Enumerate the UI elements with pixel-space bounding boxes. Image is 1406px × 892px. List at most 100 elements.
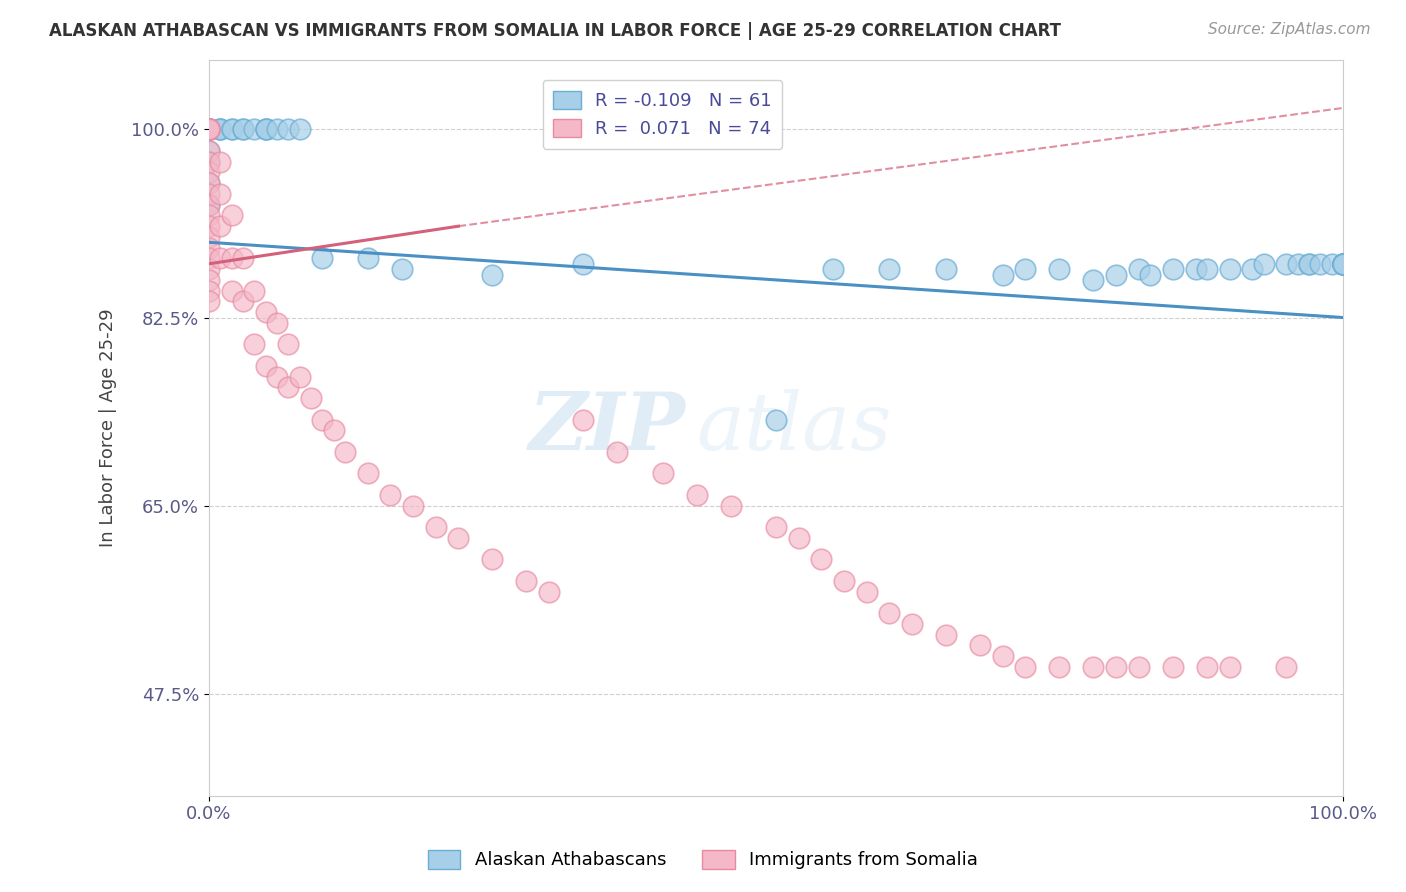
Point <box>1105 660 1128 674</box>
Point <box>1275 257 1298 271</box>
Point <box>1049 262 1071 277</box>
Point <box>198 154 221 169</box>
Point <box>879 606 901 620</box>
Point <box>198 197 221 211</box>
Point <box>606 445 628 459</box>
Point <box>198 176 221 190</box>
Point <box>243 122 266 136</box>
Point <box>391 262 413 277</box>
Point <box>1184 262 1206 277</box>
Point <box>879 262 901 277</box>
Point <box>1275 660 1298 674</box>
Point <box>198 262 221 277</box>
Point <box>221 122 243 136</box>
Point <box>232 252 254 266</box>
Point <box>198 144 221 158</box>
Text: ALASKAN ATHABASCAN VS IMMIGRANTS FROM SOMALIA IN LABOR FORCE | AGE 25-29 CORRELA: ALASKAN ATHABASCAN VS IMMIGRANTS FROM SO… <box>49 22 1062 40</box>
Point <box>198 144 221 158</box>
Point <box>1241 262 1264 277</box>
Point <box>1218 660 1240 674</box>
Point <box>209 252 232 266</box>
Point <box>935 262 957 277</box>
Point <box>572 257 595 271</box>
Point <box>1253 257 1275 271</box>
Point <box>1128 660 1150 674</box>
Point <box>1195 660 1218 674</box>
Point <box>198 154 221 169</box>
Point <box>209 122 232 136</box>
Point <box>266 316 288 330</box>
Point <box>1128 262 1150 277</box>
Point <box>311 252 333 266</box>
Point <box>765 412 787 426</box>
Point <box>277 337 299 351</box>
Point <box>209 122 232 136</box>
Point <box>254 122 277 136</box>
Point <box>515 574 537 588</box>
Point <box>1331 257 1354 271</box>
Point <box>538 584 561 599</box>
Point <box>380 488 402 502</box>
Point <box>935 627 957 641</box>
Point <box>1298 257 1320 271</box>
Legend: Alaskan Athabascans, Immigrants from Somalia: Alaskan Athabascans, Immigrants from Som… <box>419 841 987 879</box>
Point <box>357 467 380 481</box>
Point <box>357 252 380 266</box>
Point <box>765 520 787 534</box>
Point <box>232 122 254 136</box>
Point <box>266 122 288 136</box>
Point <box>198 294 221 309</box>
Point <box>969 638 991 652</box>
Point <box>855 584 877 599</box>
Point <box>1049 660 1071 674</box>
Point <box>1320 257 1343 271</box>
Point <box>685 488 707 502</box>
Point <box>720 499 742 513</box>
Point <box>221 252 243 266</box>
Point <box>1309 257 1331 271</box>
Point <box>198 122 221 136</box>
Point <box>198 122 221 136</box>
Point <box>198 122 221 136</box>
Point <box>221 284 243 298</box>
Point <box>333 445 356 459</box>
Point <box>651 467 673 481</box>
Point <box>787 531 810 545</box>
Point <box>1286 257 1309 271</box>
Point <box>1105 268 1128 282</box>
Point <box>991 268 1014 282</box>
Point <box>1161 262 1184 277</box>
Point <box>311 412 333 426</box>
Point <box>198 122 221 136</box>
Point <box>1331 257 1354 271</box>
Point <box>1014 660 1036 674</box>
Point <box>254 122 277 136</box>
Point <box>198 230 221 244</box>
Point <box>288 122 311 136</box>
Point <box>1218 262 1240 277</box>
Point <box>232 294 254 309</box>
Point <box>254 359 277 373</box>
Point <box>277 380 299 394</box>
Point <box>209 186 232 201</box>
Point <box>572 412 595 426</box>
Point <box>198 122 221 136</box>
Point <box>209 154 232 169</box>
Point <box>198 122 221 136</box>
Point <box>821 262 844 277</box>
Point <box>1161 660 1184 674</box>
Point <box>198 197 221 211</box>
Text: atlas: atlas <box>696 389 891 467</box>
Point <box>1331 257 1354 271</box>
Point <box>198 122 221 136</box>
Point <box>243 337 266 351</box>
Point <box>243 284 266 298</box>
Text: ZIP: ZIP <box>529 389 685 467</box>
Point <box>1331 257 1354 271</box>
Point <box>198 186 221 201</box>
Point <box>425 520 447 534</box>
Point <box>447 531 470 545</box>
Point <box>1298 257 1320 271</box>
Legend: R = -0.109   N = 61, R =  0.071   N = 74: R = -0.109 N = 61, R = 0.071 N = 74 <box>543 79 783 149</box>
Point <box>198 122 221 136</box>
